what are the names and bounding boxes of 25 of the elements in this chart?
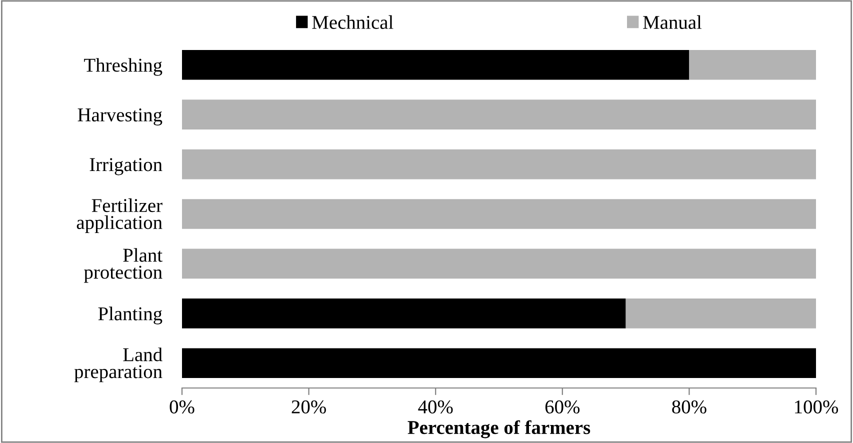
y-tick-label: Land preparation <box>74 348 162 382</box>
x-tick-label: 80% <box>672 400 706 414</box>
y-tick-label: Threshing <box>84 58 162 76</box>
x-tick-label: 0% <box>170 400 194 414</box>
x-tick-label: 60% <box>545 400 580 414</box>
y-tick-label: Planting <box>98 306 162 324</box>
legend-label: Manual <box>643 15 702 29</box>
bar <box>626 298 816 328</box>
x-tick-label: 100% <box>795 400 838 414</box>
bar <box>182 199 816 229</box>
y-tick-label: Harvesting <box>78 108 162 126</box>
y-tick-label: Plant protection <box>84 248 162 283</box>
legend-label: Mechnical <box>312 15 394 29</box>
bar <box>182 50 690 80</box>
y-tick-label: Irrigation <box>90 158 162 176</box>
bar <box>182 100 816 130</box>
x-tick-label: 40% <box>418 400 453 414</box>
y-tick-label: Fertilizer application <box>76 198 162 234</box>
bar <box>182 149 816 180</box>
x-axis-title: Percentage of farmers <box>408 420 590 438</box>
bar <box>689 50 816 80</box>
bar <box>182 348 816 378</box>
bar <box>182 248 816 279</box>
x-tick-label: 20% <box>292 400 326 414</box>
bar <box>182 298 626 328</box>
